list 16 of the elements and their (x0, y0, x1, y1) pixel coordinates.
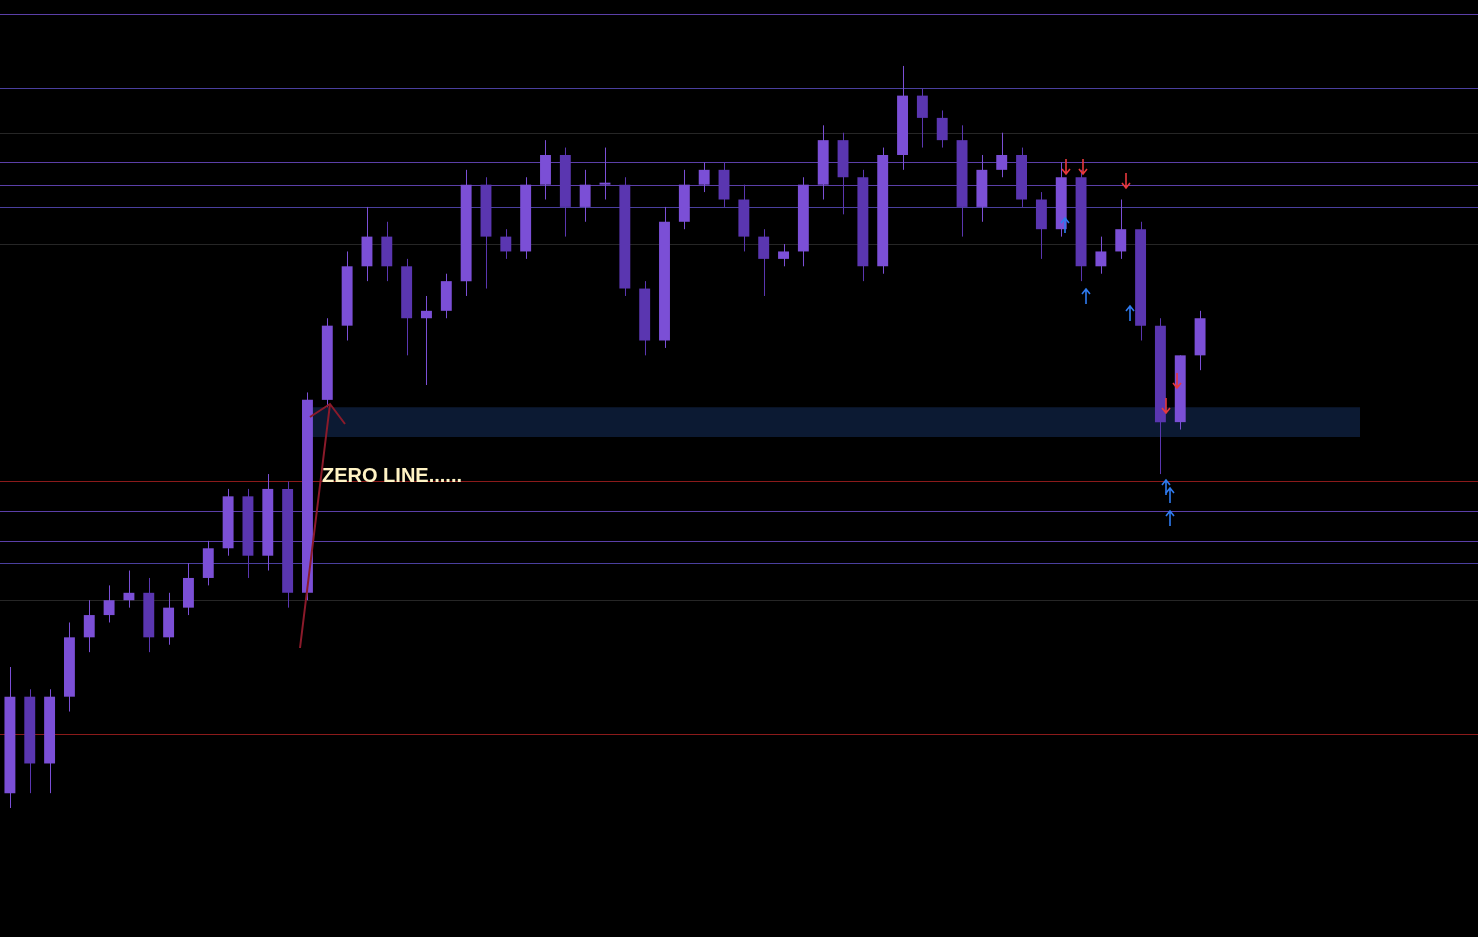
candlestick (103, 584, 115, 623)
candlestick (698, 161, 710, 193)
candlestick (1115, 199, 1127, 260)
candlestick (996, 132, 1008, 178)
candlestick (83, 599, 95, 653)
candlestick (123, 570, 135, 609)
candlestick (936, 109, 948, 149)
candlestick (916, 87, 928, 149)
candlestick (421, 295, 432, 386)
candlestick (758, 228, 770, 297)
annotation: ZERO LINE...... (322, 464, 463, 487)
candlestick (579, 169, 591, 223)
candlestick (599, 147, 611, 201)
candlestick (1095, 236, 1107, 275)
candlestick (778, 243, 789, 267)
candlestick (500, 228, 512, 260)
